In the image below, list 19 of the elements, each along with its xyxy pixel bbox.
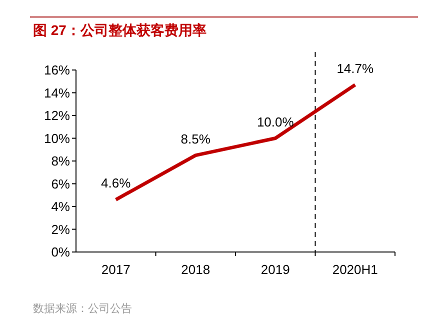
y-tick-label: 6% — [51, 176, 70, 192]
y-tick-label: 12% — [44, 108, 70, 123]
text: 14.7% — [336, 60, 374, 76]
source-note: 数据来源：公司公告 — [33, 302, 132, 315]
y-tick-label: 0% — [51, 244, 70, 260]
text: 10.0% — [256, 114, 294, 130]
text: 4.6% — [101, 176, 131, 191]
x-tick-label: 2018 — [181, 262, 210, 277]
x-tick-label: 2019 — [260, 262, 290, 277]
y-tick-label: 2% — [51, 222, 70, 237]
y-tick-label: 10% — [44, 130, 70, 146]
y-tick-label: 4% — [51, 199, 70, 214]
y-tick-label: 8% — [51, 154, 70, 168]
chart-title: 图 27：公司整体获客费用率 — [33, 22, 206, 38]
y-tick-label: 14% — [44, 85, 70, 100]
x-tick-label: 2017 — [101, 262, 130, 277]
x-tick-label: 2020H1 — [332, 262, 378, 277]
text: 8.5% — [180, 131, 210, 146]
y-tick-label: 16% — [44, 62, 70, 78]
